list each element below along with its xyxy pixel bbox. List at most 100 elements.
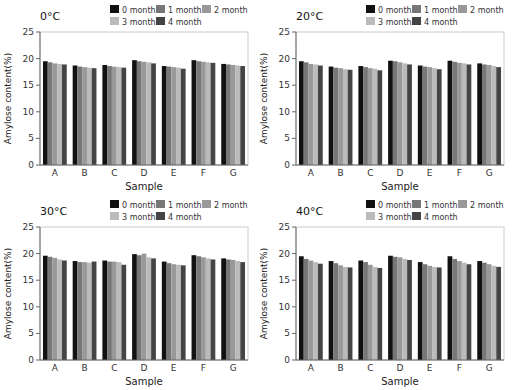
bar	[363, 262, 368, 360]
y-tick	[36, 253, 40, 254]
x-tick-label: D	[141, 168, 148, 178]
bar	[102, 261, 107, 360]
bar	[43, 256, 48, 360]
x-tick-label: C	[367, 363, 373, 373]
legend-swatch	[412, 212, 421, 220]
y-tick-label: 5	[28, 328, 34, 338]
x-axis-label: Sample	[125, 376, 163, 387]
y-tick-label: 0	[28, 160, 34, 170]
x-axis-line	[296, 165, 504, 166]
x-tick-label: E	[427, 363, 433, 373]
y-tick-label: 15	[279, 80, 290, 90]
bar	[151, 63, 156, 165]
x-tick-label: A	[52, 168, 59, 178]
x-tick-label: F	[457, 363, 462, 373]
bar	[318, 264, 323, 360]
y-axis-line	[296, 227, 297, 360]
x-tick-label: G	[486, 363, 493, 373]
bar	[418, 66, 423, 165]
bar	[171, 67, 176, 165]
bar	[348, 267, 353, 360]
y-tick-label: 10	[279, 302, 291, 312]
bar	[176, 265, 181, 360]
x-tick-label: F	[201, 363, 206, 373]
bar	[477, 261, 482, 360]
bar	[57, 259, 62, 360]
y-tick	[292, 360, 296, 361]
bar	[358, 261, 363, 360]
legend: 0 month1 month2 month3 month4 month	[110, 5, 248, 27]
bar	[92, 262, 97, 360]
bar	[427, 67, 432, 165]
bar	[121, 68, 126, 165]
bar	[348, 70, 353, 165]
y-tick-label: 20	[23, 54, 35, 64]
bar	[423, 67, 428, 165]
bar	[432, 68, 437, 165]
bar	[329, 261, 334, 360]
x-axis-label: Sample	[381, 376, 419, 387]
y-tick-label: 0	[284, 160, 290, 170]
bar	[368, 265, 373, 360]
legend: 0 month1 month2 month3 month4 month	[110, 200, 248, 222]
bar	[137, 61, 142, 165]
legend-swatch	[412, 200, 421, 208]
bar	[192, 60, 197, 165]
y-tick-label: 25	[23, 222, 34, 232]
y-tick-label: 20	[279, 249, 291, 259]
bar	[388, 256, 393, 360]
bar	[318, 66, 323, 165]
legend-label: 1 month	[168, 201, 202, 210]
bar	[121, 265, 126, 360]
bar	[77, 67, 82, 165]
bars	[299, 61, 501, 165]
bar	[308, 261, 313, 360]
panel-title: 20°C	[296, 10, 323, 23]
bar	[240, 262, 245, 360]
legend-swatch	[156, 17, 165, 25]
bar	[477, 63, 482, 165]
bar	[304, 62, 309, 165]
y-tick	[292, 32, 296, 33]
bar	[146, 62, 151, 165]
panel-title: 30°C	[40, 205, 67, 218]
bar	[77, 262, 82, 360]
bar	[398, 257, 403, 360]
y-axis-line	[296, 32, 297, 165]
bar	[226, 64, 231, 165]
bar	[437, 69, 442, 165]
chart-container: 0510152025ABCDEFGSampleAmylose content(%…	[0, 0, 512, 390]
bar	[240, 66, 245, 165]
bar	[73, 261, 78, 360]
legend-label: 1 month	[424, 201, 458, 210]
bar	[117, 262, 122, 360]
y-axis-label: Amylose content(%)	[259, 248, 269, 339]
y-axis-label: Amylose content(%)	[3, 248, 13, 339]
bar	[343, 267, 348, 360]
legend-label: 3 month	[122, 213, 156, 222]
bar	[313, 64, 318, 165]
bar	[338, 68, 343, 165]
bar	[43, 61, 48, 165]
bar	[167, 67, 172, 165]
legend-label: 3 month	[122, 18, 156, 27]
bars	[299, 256, 501, 360]
x-tick-label: E	[171, 363, 177, 373]
bar	[151, 258, 156, 360]
bar	[388, 61, 393, 165]
bar	[62, 261, 67, 360]
bar	[452, 259, 457, 360]
y-tick	[292, 111, 296, 112]
bar	[393, 257, 398, 360]
bar	[407, 260, 412, 360]
legend-swatch	[412, 5, 421, 13]
y-tick	[36, 306, 40, 307]
bar	[112, 262, 117, 360]
bar	[142, 254, 147, 360]
y-tick-label: 10	[279, 107, 291, 117]
y-tick-label: 25	[279, 27, 290, 37]
bar	[373, 267, 378, 360]
bar	[487, 264, 492, 360]
bar	[87, 68, 92, 165]
bar	[377, 70, 382, 165]
